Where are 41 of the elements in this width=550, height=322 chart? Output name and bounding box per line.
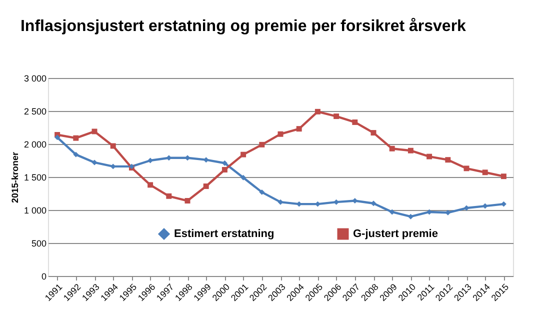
point — [334, 114, 340, 120]
point — [370, 130, 376, 136]
point — [482, 170, 488, 176]
point — [259, 189, 265, 195]
y-tick-label: 1 000 — [24, 206, 46, 216]
point — [296, 126, 302, 132]
y-tick-label: 2 500 — [24, 106, 46, 116]
point — [184, 198, 190, 204]
y-axis-title: 2015-kroner — [10, 151, 20, 204]
point — [92, 128, 98, 134]
point — [166, 193, 172, 199]
point — [259, 142, 265, 148]
point — [110, 143, 116, 149]
point — [240, 152, 246, 158]
point — [500, 174, 506, 180]
point — [389, 209, 395, 215]
point — [222, 167, 228, 172]
point — [408, 214, 414, 220]
y-tick-label: 0 — [41, 272, 46, 282]
point — [426, 154, 432, 160]
point — [464, 166, 470, 172]
point — [203, 184, 209, 189]
legend-label: G-justert premie — [353, 228, 438, 240]
point — [445, 157, 451, 163]
point — [408, 148, 414, 154]
legend-label: Estimert erstatning — [174, 228, 274, 240]
point — [352, 119, 358, 125]
point — [389, 146, 395, 152]
chart-title: Inflasjonsjustert erstatning og premie per forsikret årsverk — [20, 17, 466, 35]
y-tick-label: 3 000 — [24, 74, 46, 84]
point — [73, 152, 79, 158]
y-tick-label: 500 — [31, 238, 46, 248]
point — [73, 135, 79, 141]
point — [148, 182, 154, 188]
y-tick-label: 1 500 — [24, 172, 46, 182]
y-tick-label: 2 000 — [24, 140, 46, 150]
point — [240, 174, 246, 180]
point — [54, 134, 60, 140]
point — [278, 131, 284, 137]
point — [92, 160, 98, 166]
point — [314, 108, 320, 114]
